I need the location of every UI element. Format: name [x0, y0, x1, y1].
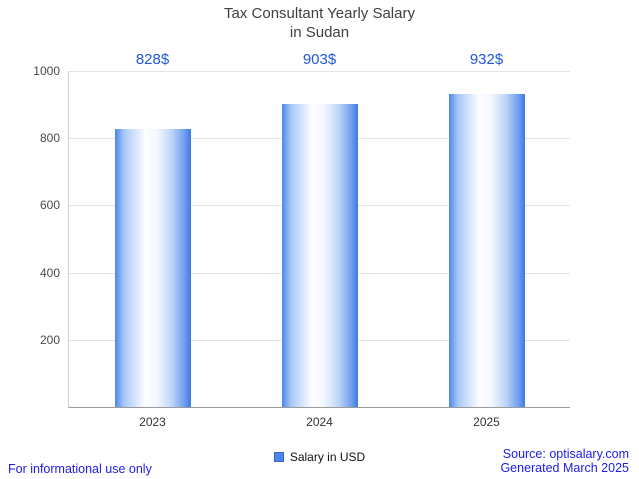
generated-line: Generated March 2025 — [500, 461, 629, 476]
x-axis-tick-label: 2024 — [306, 415, 333, 429]
disclaimer-text: For informational use only — [8, 462, 152, 476]
legend-swatch-icon — [273, 452, 284, 462]
bar-group: 932$ 2025 — [403, 51, 570, 429]
chart-title-line2: in Sudan — [289, 23, 350, 41]
x-axis-tick-label: 2023 — [139, 415, 166, 429]
chart-title: Tax Consultant Yearly Salary in Sudan — [0, 5, 639, 43]
source-line: Source: optisalary.com — [502, 446, 629, 461]
chart-title-line1: Tax Consultant Yearly Salary — [224, 5, 415, 22]
bar — [281, 103, 358, 407]
y-axis-tick-label: 1000 — [33, 64, 60, 78]
y-axis-tick-label: 800 — [39, 131, 60, 146]
bar-group: 903$ 2024 — [236, 51, 403, 429]
bar — [448, 93, 525, 407]
legend-label: Salary in USD — [289, 450, 366, 464]
bar-value-label: 932$ — [469, 51, 504, 68]
plot-area: 828$ 2023 903$ 2024 932$ 2025 200 400 600 8… — [33, 51, 570, 429]
source-attribution: Source: optisalary.com Generated March 2… — [500, 447, 629, 477]
bar — [114, 128, 191, 407]
bar-value-label: 828$ — [135, 51, 170, 68]
gridline: 1000 — [33, 64, 570, 78]
y-axis-tick-label: 400 — [39, 265, 60, 280]
bar-value-label: 903$ — [302, 51, 337, 68]
y-axis-tick-label: 600 — [39, 198, 60, 213]
x-axis-tick-label: 2025 — [473, 415, 500, 429]
y-axis-tick-label: 200 — [39, 332, 60, 347]
chart-legend: Salary in USD — [0, 450, 639, 464]
bar-group: 828$ 2023 — [69, 51, 236, 429]
